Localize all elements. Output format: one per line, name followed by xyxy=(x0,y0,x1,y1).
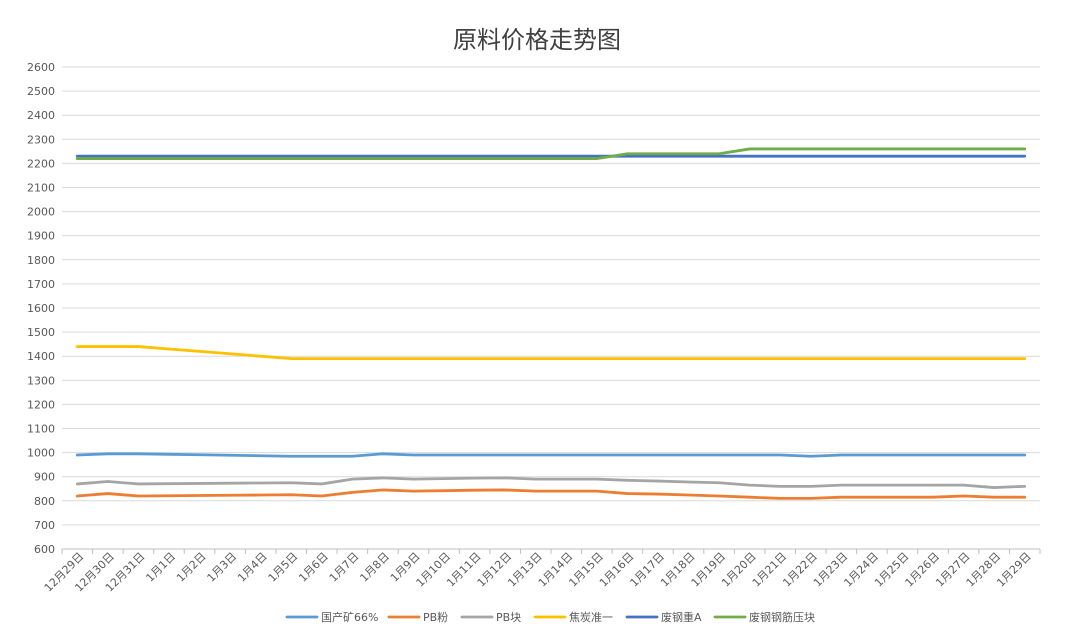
legend-item-1: PB粉 xyxy=(387,611,448,624)
y-tick-label: 2100 xyxy=(27,182,55,195)
legend-label: 废钢重A xyxy=(661,610,702,624)
legend-label: 废钢钢筋压块 xyxy=(749,610,815,624)
y-tick-label: 1200 xyxy=(27,398,55,411)
x-tick-label: 1月7日 xyxy=(327,550,362,585)
y-tick-label: 2200 xyxy=(27,157,55,170)
legend-item-0: 国产矿66% xyxy=(285,610,378,624)
x-tick-label: 1月3日 xyxy=(205,550,240,585)
y-tick-label: 1100 xyxy=(27,423,55,436)
legend-label: PB块 xyxy=(496,611,521,624)
legend-item-5: 废钢钢筋压块 xyxy=(713,610,815,624)
y-tick-label: 600 xyxy=(34,543,55,556)
y-tick-label: 2600 xyxy=(27,61,55,74)
y-tick-label: 700 xyxy=(34,519,55,532)
y-tick-label: 800 xyxy=(34,495,55,508)
legend-item-2: PB块 xyxy=(460,611,521,624)
x-axis: 12月29日12月30日12月31日1月1日1月2日1月3日1月4日1月5日1月… xyxy=(42,548,1041,594)
series-line-1 xyxy=(75,488,1027,500)
gridlines xyxy=(62,66,1040,526)
legend-label: PB粉 xyxy=(423,611,448,624)
x-tick-label: 1月6日 xyxy=(296,550,331,585)
chart-title: 原料价格走势图 xyxy=(453,26,621,54)
legend: 国产矿66% PB粉 PB块 焦炭准一 废钢重A 废钢钢筋压块 xyxy=(285,610,815,624)
series-line-3 xyxy=(75,345,1027,361)
x-tick-label: 1月29日 xyxy=(994,550,1034,590)
y-tick-label: 1500 xyxy=(27,326,55,339)
y-tick-label: 1400 xyxy=(27,350,55,363)
y-tick-label: 2300 xyxy=(27,133,55,146)
legend-label: 国产矿66% xyxy=(321,610,378,624)
y-tick-label: 1900 xyxy=(27,230,55,243)
y-tick-label: 1300 xyxy=(27,374,55,387)
y-tick-label: 1800 xyxy=(27,254,55,267)
legend-item-4: 废钢重A xyxy=(625,610,702,624)
series-line-0 xyxy=(75,452,1027,458)
legend-item-3: 焦炭准一 xyxy=(533,611,613,624)
legend-label: 焦炭准一 xyxy=(569,611,613,624)
y-tick-label: 1600 xyxy=(27,302,55,315)
y-tick-label: 900 xyxy=(34,471,55,484)
y-axis: 600 700 800 900 1000 1100 1200 1300 1400 1500 1600… xyxy=(27,61,55,556)
series-line-5 xyxy=(75,147,1027,160)
y-tick-label: 1700 xyxy=(27,278,55,291)
y-tick-label: 2000 xyxy=(27,206,55,219)
y-tick-label: 1000 xyxy=(27,447,55,460)
series-lines xyxy=(75,147,1027,500)
x-tick-label: 1月5日 xyxy=(266,550,301,585)
y-tick-label: 2500 xyxy=(27,85,55,98)
series-line-2 xyxy=(75,476,1027,489)
x-tick-label: 1月4日 xyxy=(235,550,270,585)
x-tick-label: 1月2日 xyxy=(174,550,209,585)
y-tick-label: 2400 xyxy=(27,109,55,122)
x-tick-label: 1月1日 xyxy=(143,550,178,585)
x-tick-label: 1月8日 xyxy=(357,550,392,585)
